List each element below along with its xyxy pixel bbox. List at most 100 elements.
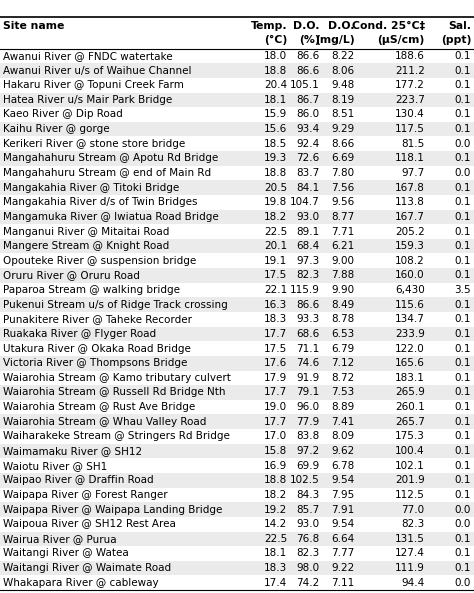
Bar (0, 312, 474, 327)
Text: Victoria River @ Thompsons Bridge: Victoria River @ Thompsons Bridge (3, 358, 187, 368)
Text: (mg/L): (mg/L) (315, 34, 355, 44)
Text: 17.7: 17.7 (264, 329, 287, 339)
Text: 93.0: 93.0 (296, 519, 319, 529)
Text: 91.9: 91.9 (296, 373, 319, 383)
Bar (0, 502, 474, 517)
Text: 0.1: 0.1 (455, 256, 471, 266)
Text: 18.1: 18.1 (264, 549, 287, 559)
Bar (0, 342, 474, 356)
Text: Waiarohia Stream @ Kamo tributary culvert: Waiarohia Stream @ Kamo tributary culver… (3, 373, 231, 383)
Bar (0, 224, 474, 239)
Text: Ruakaka River @ Flyger Road: Ruakaka River @ Flyger Road (3, 329, 156, 339)
Text: Pukenui Stream u/s of Ridge Track crossing: Pukenui Stream u/s of Ridge Track crossi… (3, 299, 228, 310)
Text: 115.6: 115.6 (395, 299, 425, 310)
Text: 92.4: 92.4 (296, 139, 319, 149)
Text: 0.0: 0.0 (455, 578, 471, 588)
Text: 77.0: 77.0 (401, 505, 425, 515)
Text: 0.1: 0.1 (455, 110, 471, 119)
Text: 104.7: 104.7 (290, 197, 319, 208)
Text: 113.8: 113.8 (395, 197, 425, 208)
Text: 77.9: 77.9 (296, 417, 319, 427)
Text: 7.80: 7.80 (331, 168, 355, 178)
Text: 72.6: 72.6 (296, 154, 319, 163)
Bar (0, 78, 474, 93)
Text: 160.0: 160.0 (395, 270, 425, 280)
Text: 84.1: 84.1 (296, 183, 319, 193)
Text: 97.2: 97.2 (296, 446, 319, 456)
Text: 6.64: 6.64 (331, 534, 355, 544)
Text: 0.1: 0.1 (455, 446, 471, 456)
Text: 86.6: 86.6 (296, 51, 319, 61)
Text: 93.0: 93.0 (296, 212, 319, 222)
Bar (0, 297, 474, 312)
Text: 177.2: 177.2 (395, 80, 425, 90)
Text: 9.54: 9.54 (331, 519, 355, 529)
Text: 0.1: 0.1 (455, 373, 471, 383)
Text: 76.8: 76.8 (296, 534, 319, 544)
Text: 7.11: 7.11 (331, 578, 355, 588)
Text: 9.56: 9.56 (331, 197, 355, 208)
Text: 9.54: 9.54 (331, 476, 355, 485)
Text: Cond. 25°C‡: Cond. 25°C‡ (352, 21, 425, 31)
Text: 134.7: 134.7 (395, 314, 425, 324)
Text: 17.5: 17.5 (264, 343, 287, 353)
Text: 8.22: 8.22 (331, 51, 355, 61)
Text: 102.5: 102.5 (290, 476, 319, 485)
Text: Kerikeri River @ stone store bridge: Kerikeri River @ stone store bridge (3, 139, 185, 149)
Bar (0, 415, 474, 429)
Text: 7.53: 7.53 (331, 387, 355, 397)
Text: 0.1: 0.1 (455, 476, 471, 485)
Text: 0.1: 0.1 (455, 299, 471, 310)
Text: 69.9: 69.9 (296, 461, 319, 471)
Text: Waipoua River @ SH12 Rest Area: Waipoua River @ SH12 Rest Area (3, 519, 176, 529)
Text: 183.1: 183.1 (395, 373, 425, 383)
Text: 20.5: 20.5 (264, 183, 287, 193)
Text: 6.78: 6.78 (331, 461, 355, 471)
Text: 68.6: 68.6 (296, 329, 319, 339)
Text: 85.7: 85.7 (296, 505, 319, 515)
Text: 14.2: 14.2 (264, 519, 287, 529)
Text: 175.3: 175.3 (395, 431, 425, 441)
Text: 17.7: 17.7 (264, 387, 287, 397)
Text: D.O.: D.O. (328, 21, 355, 31)
Text: 0.1: 0.1 (455, 314, 471, 324)
Text: 0.1: 0.1 (455, 80, 471, 90)
Text: Hakaru River @ Topuni Creek Farm: Hakaru River @ Topuni Creek Farm (3, 80, 184, 90)
Text: 0.1: 0.1 (455, 431, 471, 441)
Text: Mangahahuru Stream @ end of Main Rd: Mangahahuru Stream @ end of Main Rd (3, 168, 211, 178)
Bar (0, 517, 474, 531)
Text: Opouteke River @ suspension bridge: Opouteke River @ suspension bridge (3, 256, 196, 266)
Text: 15.8: 15.8 (264, 446, 287, 456)
Text: 9.29: 9.29 (331, 124, 355, 134)
Text: Awanui River u/s of Waihue Channel: Awanui River u/s of Waihue Channel (3, 66, 191, 75)
Text: 0.1: 0.1 (455, 66, 471, 75)
Text: 9.00: 9.00 (331, 256, 355, 266)
Text: 115.9: 115.9 (290, 285, 319, 295)
Text: 0.1: 0.1 (455, 534, 471, 544)
Text: 18.8: 18.8 (264, 168, 287, 178)
Text: 82.3: 82.3 (296, 549, 319, 559)
Text: 0.1: 0.1 (455, 329, 471, 339)
Text: Mangamuka River @ Iwiatua Road Bridge: Mangamuka River @ Iwiatua Road Bridge (3, 212, 219, 222)
Text: 18.2: 18.2 (264, 490, 287, 500)
Bar (0, 356, 474, 371)
Text: 7.12: 7.12 (331, 358, 355, 368)
Text: Waiarohia Stream @ Russell Rd Bridge Nth: Waiarohia Stream @ Russell Rd Bridge Nth (3, 387, 225, 397)
Text: 86.0: 86.0 (296, 110, 319, 119)
Bar (0, 136, 474, 151)
Text: Waitangi River @ Waimate Road: Waitangi River @ Waimate Road (3, 563, 171, 573)
Text: 205.2: 205.2 (395, 227, 425, 237)
Text: 93.3: 93.3 (296, 314, 319, 324)
Text: 97.7: 97.7 (401, 168, 425, 178)
Text: 19.3: 19.3 (264, 154, 287, 163)
Text: 8.89: 8.89 (331, 402, 355, 412)
Text: 82.3: 82.3 (296, 270, 319, 280)
Text: 82.3: 82.3 (401, 519, 425, 529)
Bar (0, 122, 474, 136)
Bar (0, 239, 474, 253)
Text: 130.4: 130.4 (395, 110, 425, 119)
Text: 19.1: 19.1 (264, 256, 287, 266)
Text: 102.1: 102.1 (395, 461, 425, 471)
Text: 9.22: 9.22 (331, 563, 355, 573)
Bar (0, 546, 474, 561)
